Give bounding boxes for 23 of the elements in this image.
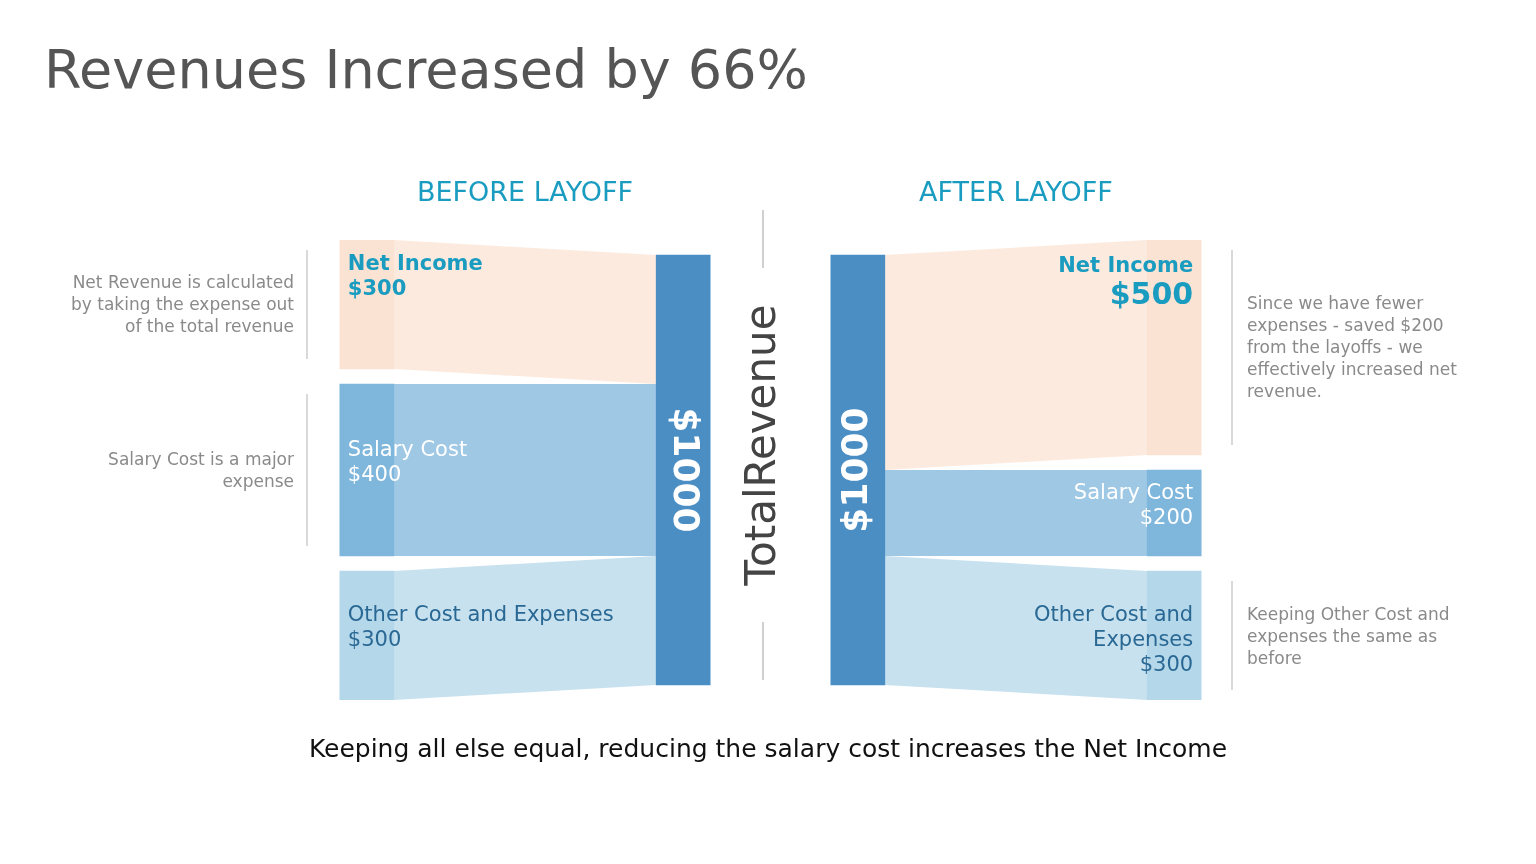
- text: Keeping all else equal, reducing the salary cost increases the Net Income: [307, 734, 1229, 763]
- data-label: $300: [347, 627, 402, 652]
- category-label: Net Income: [347, 250, 483, 275]
- data-label: $400: [347, 461, 402, 486]
- text: TotalRevenue: [735, 304, 785, 586]
- text: AFTER LAYOFF: [918, 176, 1114, 207]
- text: Salary Cost is a major expense: [108, 449, 294, 491]
- data-label: $300: [1139, 652, 1194, 677]
- text: $1000: [834, 407, 876, 533]
- text: Revenues Increased by 66%: [44, 38, 808, 101]
- category-label: Salary Cost: [1073, 479, 1194, 504]
- text: Since we have fewer expenses - saved $200 from the layoffs - we effectively increased net revenue.: [1247, 293, 1457, 402]
- category-label: Other Cost and Expenses: [347, 602, 614, 627]
- category-label: Salary Cost: [347, 436, 468, 461]
- text: $1000: [665, 407, 707, 533]
- text: Net Revenue is calculated by taking the expense out of the total revenue: [71, 272, 294, 337]
- text: BEFORE LAYOFF: [415, 176, 635, 207]
- category-label: Other Cost and Expenses: [1034, 602, 1194, 652]
- data-label: $200: [1139, 504, 1194, 529]
- text: Keeping Other Cost and expenses the same as before: [1247, 603, 1450, 668]
- data-label: $500: [1109, 275, 1194, 311]
- category-label: Net Income: [1058, 252, 1194, 277]
- data-label: $300: [347, 275, 407, 300]
